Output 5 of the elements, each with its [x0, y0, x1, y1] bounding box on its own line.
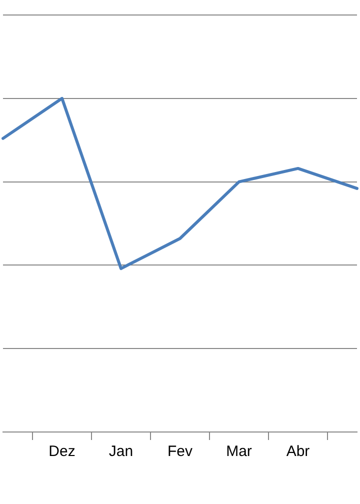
x-tick-label: Abr — [286, 443, 310, 460]
x-tick-label: Mar — [226, 443, 252, 460]
x-tick-label: Dez — [48, 443, 76, 460]
x-tick-label: Fev — [167, 443, 193, 460]
x-tick-label: Jan — [108, 443, 134, 460]
